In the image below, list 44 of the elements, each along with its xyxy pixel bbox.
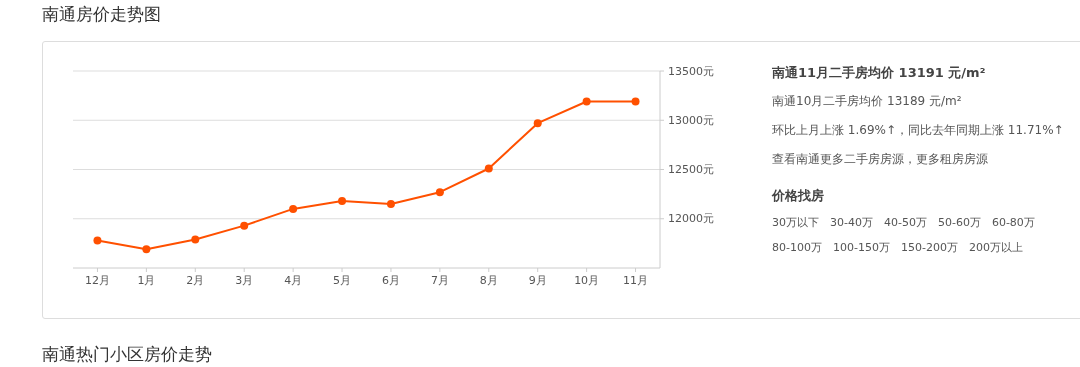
text: 40-50万 (883, 215, 927, 230)
y-tick-label: 13000元 (668, 113, 714, 127)
x-tick-label: 6月 (381, 274, 400, 287)
text: 南通10月二手房均价 13189 元/m² (772, 93, 962, 110)
y-tick-label: 12500元 (668, 163, 714, 176)
point (191, 235, 200, 244)
chart-title: 南通房价走势图 (42, 3, 161, 26)
x-tick-label: 7月 (430, 274, 449, 287)
x-tick-label: 11月 (623, 274, 649, 287)
x-tick-label: 8月 (479, 274, 498, 287)
point (435, 188, 444, 197)
text: 30-40万 (830, 215, 873, 230)
point (582, 97, 591, 106)
text: 50-60万 (937, 215, 981, 230)
point (338, 197, 347, 206)
point (484, 164, 493, 173)
point (386, 199, 395, 208)
x-tick-label: 5月 (333, 274, 352, 287)
x-tick-label: 9月 (528, 274, 547, 287)
text: 80-100万 (772, 240, 822, 255)
text: 南通11月二手房均价 13191 元/m² (772, 64, 986, 82)
x-tick-label: 2月 (186, 274, 205, 287)
point (240, 221, 249, 230)
point (631, 97, 640, 106)
point (533, 119, 542, 128)
text: 150-200万 (900, 240, 958, 255)
x-tick-label: 1月 (137, 274, 156, 287)
text: 200万以上 (968, 240, 1023, 255)
x-tick-label: 4月 (284, 274, 303, 287)
point (142, 245, 151, 254)
x-tick-label: 3月 (235, 274, 254, 287)
y-tick-label: 12000元 (668, 212, 714, 226)
y-tick-label: 13500元 (668, 64, 714, 78)
point (93, 236, 102, 245)
text: 南通热门小区房价走势 (42, 343, 212, 366)
text: 100-150万 (832, 240, 890, 255)
x-tick-label: 12月 (84, 274, 110, 287)
text: 价格找房 (772, 187, 824, 205)
x-tick-label: 10月 (574, 274, 600, 287)
text: 查看南通更多二手房房源，更多租房房源 (772, 151, 988, 168)
point (289, 204, 298, 213)
text: 环比上月上涨 1.69%↑，同比去年同期上涨 11.71%↑ (772, 122, 1064, 139)
text: 60-80万 (991, 215, 1035, 230)
text: 30万以下 (772, 215, 819, 230)
